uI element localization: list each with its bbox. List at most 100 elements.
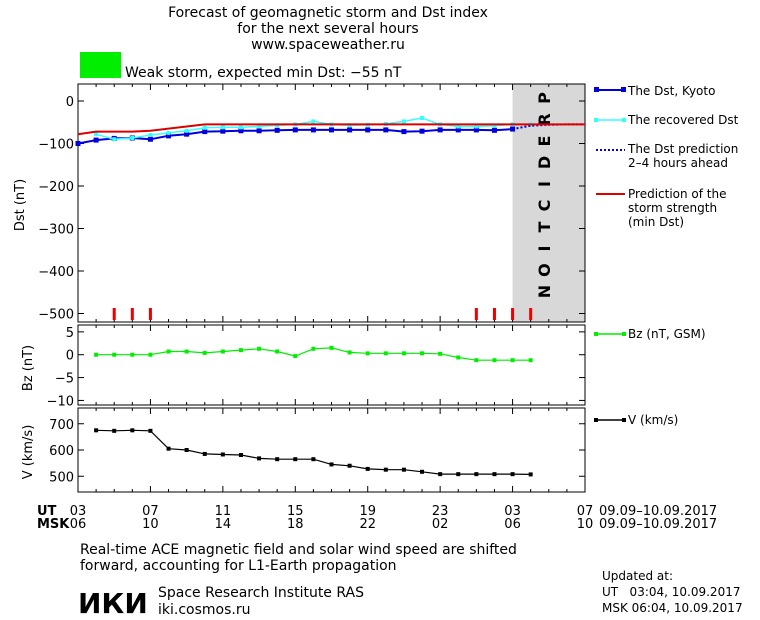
speed-point bbox=[202, 451, 207, 456]
dst-kyoto-point bbox=[473, 127, 479, 133]
ut-tick-label: 23 bbox=[432, 504, 449, 519]
prediction-label-char: N bbox=[535, 285, 554, 298]
dst-kyoto-point bbox=[274, 127, 280, 133]
ut-tick-label: 03 bbox=[504, 504, 521, 519]
status-swatch bbox=[80, 52, 121, 78]
bz-ytick-label: −10 bbox=[47, 394, 74, 409]
speed-point bbox=[347, 463, 352, 468]
msk-tick-label: 18 bbox=[287, 517, 304, 532]
bz-point bbox=[528, 358, 533, 363]
legend-dst-recovered-label: The recovered Dst bbox=[627, 113, 739, 127]
speed-point bbox=[383, 467, 388, 472]
ut-tick-label: 19 bbox=[359, 504, 376, 519]
bz-point bbox=[383, 351, 388, 356]
bz-point bbox=[510, 358, 515, 363]
dst-recovered-point bbox=[420, 116, 425, 120]
speed-point bbox=[166, 446, 171, 451]
storm-marker bbox=[130, 308, 134, 320]
speed-point bbox=[220, 452, 225, 457]
storm-strength-line bbox=[77, 123, 585, 136]
iki-logo: ИКИ bbox=[78, 587, 148, 620]
dst-kyoto-point bbox=[256, 128, 262, 134]
page-title-line2: for the next several hours bbox=[237, 21, 418, 37]
dst-recovered-point bbox=[94, 132, 99, 137]
ut-date-range: 09.09–10.09.2017 bbox=[599, 504, 717, 519]
legend-speed: V (km/s) bbox=[594, 413, 678, 427]
bz-point bbox=[474, 358, 479, 363]
ut-tick-label: 03 bbox=[70, 504, 87, 519]
dst-kyoto-point bbox=[238, 128, 244, 134]
legend-dst-kyoto-label: The Dst, Kyoto bbox=[627, 84, 715, 98]
speed-point bbox=[112, 428, 117, 433]
bz-point bbox=[130, 352, 135, 357]
speed-point bbox=[130, 428, 135, 433]
msk-tick-label: 14 bbox=[215, 517, 232, 532]
bz-point bbox=[148, 352, 153, 357]
msk-tick-labels: 06 10 14 18 22 02 06 10 bbox=[70, 517, 594, 532]
speed-point bbox=[184, 448, 189, 452]
dst-recovered-point bbox=[474, 124, 479, 129]
dst-kyoto-point bbox=[419, 128, 425, 134]
dst-recovered-point bbox=[257, 124, 262, 129]
dst-recovered-point bbox=[492, 123, 497, 128]
bz-plot-frame bbox=[77, 324, 586, 406]
ut-tick-label: 15 bbox=[287, 504, 304, 519]
dst-kyoto-point bbox=[437, 127, 443, 133]
legend-storm-label3: (min Dst) bbox=[628, 215, 684, 229]
speed-point bbox=[528, 472, 533, 477]
dst-kyoto-point bbox=[383, 127, 389, 133]
bz-point bbox=[329, 345, 334, 350]
speed-point bbox=[257, 456, 262, 461]
updated-msk: MSK 06:04, 10.09.2017 bbox=[602, 601, 743, 615]
storm-marker bbox=[474, 308, 478, 320]
ut-label: UT bbox=[37, 504, 57, 519]
storm-marker bbox=[529, 308, 533, 320]
ut-tick-labels: 03 07 11 15 19 23 03 07 bbox=[70, 504, 594, 519]
speed-point bbox=[329, 462, 334, 467]
bz-point bbox=[438, 351, 443, 356]
prediction-label-char: T bbox=[535, 221, 554, 232]
dst-kyoto-point bbox=[184, 131, 190, 137]
msk-tick-label: 10 bbox=[577, 517, 594, 532]
dst-kyoto-point bbox=[365, 127, 371, 133]
bz-ytick-label: 0 bbox=[66, 349, 74, 364]
speed-line bbox=[96, 429, 531, 475]
institute-name: Space Research Institute RAS bbox=[158, 585, 364, 601]
institute-site: iki.cosmos.ru bbox=[158, 602, 250, 618]
dst-ytick-label: −300 bbox=[38, 223, 74, 238]
storm-marker bbox=[148, 308, 152, 320]
speed-point bbox=[492, 472, 497, 477]
speed-point bbox=[401, 467, 406, 472]
speed-point bbox=[365, 466, 370, 471]
legend-storm-strength: Prediction of the storm strength (min Ds… bbox=[596, 187, 727, 229]
dst-ytick-label: −100 bbox=[38, 138, 74, 153]
storm-marker bbox=[492, 308, 496, 320]
dst-recovered-point bbox=[148, 133, 153, 137]
prediction-label-char: C bbox=[535, 200, 554, 212]
bz-panel: 5 0 −5 −10 bbox=[47, 324, 586, 409]
bz-point bbox=[401, 351, 406, 356]
legend-dst-prediction-label2: 2–4 hours ahead bbox=[628, 156, 728, 170]
dst-kyoto-point bbox=[292, 127, 298, 133]
legend-dst-prediction: The Dst prediction 2–4 hours ahead bbox=[596, 142, 738, 170]
v-ytick-label: 700 bbox=[49, 418, 74, 433]
legend-storm-label1: Prediction of the bbox=[628, 187, 727, 201]
speed-point bbox=[94, 428, 99, 433]
footer-note-line1: Real-time ACE magnetic field and solar w… bbox=[80, 542, 517, 558]
dst-recovered-point bbox=[456, 124, 461, 129]
v-plot-frame bbox=[77, 407, 586, 493]
msk-tick-label: 06 bbox=[70, 517, 87, 532]
speed-point bbox=[510, 472, 515, 477]
prediction-label-char: D bbox=[535, 156, 554, 169]
dst-kyoto-point bbox=[401, 129, 407, 135]
bz-point bbox=[184, 349, 189, 354]
speed-point bbox=[238, 452, 243, 457]
v-ytick-label: 600 bbox=[49, 444, 74, 459]
bz-point bbox=[220, 349, 225, 354]
legend: The Dst, Kyoto The recovered Dst The Dst… bbox=[594, 84, 739, 427]
dst-kyoto-point bbox=[93, 137, 99, 143]
storm-marker bbox=[511, 308, 515, 320]
dst-kyoto-point bbox=[220, 128, 226, 134]
